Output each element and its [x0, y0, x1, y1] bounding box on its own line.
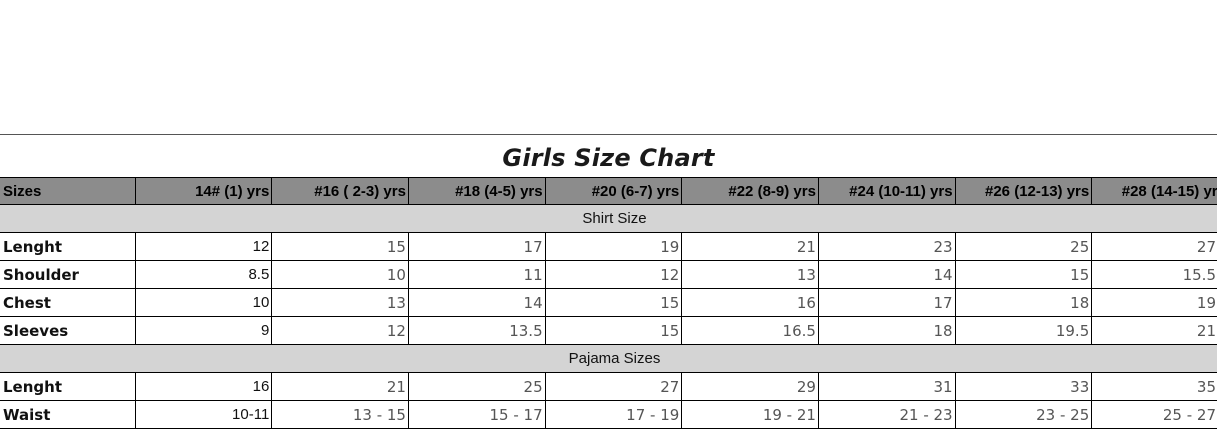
table-cell: 13 — [681, 260, 819, 289]
table-cell: 33 — [954, 372, 1093, 401]
table-cell: 21 — [681, 232, 819, 261]
table-row: Lenght 16 21 25 27 29 31 33 35 — [0, 372, 1217, 401]
table-cell: 19 — [1091, 288, 1217, 317]
section-row: Shirt Size — [0, 204, 1217, 233]
table-cell: 8.5 — [134, 260, 273, 289]
header-size-7: #26 (12-13) yrs — [954, 177, 1093, 205]
table-cell: 19 — [544, 232, 683, 261]
table-cell: 13 — [271, 288, 409, 317]
table-cell: 21 - 23 — [817, 400, 956, 429]
header-size-6: #24 (10-11) yrs — [817, 177, 956, 205]
section-title: Pajama Sizes — [0, 344, 1217, 373]
table-cell: 18 — [954, 288, 1093, 317]
table-row: Sleeves 9 12 13.5 15 16.5 18 19.5 21 — [0, 316, 1217, 345]
header-size-2: #16 ( 2-3) yrs — [271, 177, 409, 205]
table-cell: 17 — [407, 232, 546, 261]
table-cell: 25 - 27 — [1091, 400, 1217, 429]
table-cell: 10 — [271, 260, 409, 289]
header-size-3: #18 (4-5) yrs — [407, 177, 546, 205]
table-cell: 10 — [134, 288, 273, 317]
table-cell: 15 — [954, 260, 1093, 289]
row-label: Sleeves — [0, 316, 136, 345]
size-table: Sizes 14# (1) yrs #16 ( 2-3) yrs #18 (4-5) … — [0, 177, 1217, 429]
table-cell: 21 — [271, 372, 409, 401]
table-cell: 27 — [544, 372, 683, 401]
header-size-5: #22 (8-9) yrs — [681, 177, 819, 205]
table-row: Lenght 12 15 17 19 21 23 25 27 — [0, 232, 1217, 261]
chart-title: Girls Size Chart — [502, 144, 715, 172]
table-cell: 9 — [134, 316, 273, 345]
table-cell: 27 — [1091, 232, 1217, 261]
table-cell: 12 — [134, 232, 273, 261]
table-cell: 18 — [817, 316, 956, 345]
table-cell: 10-11 — [134, 400, 273, 429]
table-row: Shoulder 8.5 10 11 12 13 14 15 15.5 — [0, 260, 1217, 289]
table-cell: 17 - 19 — [544, 400, 683, 429]
table-cell: 15 — [271, 232, 409, 261]
header-size-1: 14# (1) yrs — [134, 177, 273, 205]
table-cell: 12 — [271, 316, 409, 345]
header-size-8: #28 (14-15) yrs — [1091, 177, 1217, 205]
table-cell: 23 — [817, 232, 956, 261]
table-cell: 25 — [954, 232, 1093, 261]
row-label: Lenght — [0, 372, 136, 401]
table-cell: 19.5 — [954, 316, 1093, 345]
row-label: Chest — [0, 288, 136, 317]
table-cell: 12 — [544, 260, 683, 289]
table-cell: 11 — [407, 260, 546, 289]
table-cell: 21 — [1091, 316, 1217, 345]
table-cell: 14 — [817, 260, 956, 289]
table-cell: 15 — [544, 316, 683, 345]
row-label: Lenght — [0, 232, 136, 261]
header-row: Sizes 14# (1) yrs #16 ( 2-3) yrs #18 (4-5) … — [0, 177, 1217, 205]
table-cell: 25 — [407, 372, 546, 401]
table-cell: 16 — [134, 372, 273, 401]
table-cell: 16 — [681, 288, 819, 317]
header-sizes: Sizes — [0, 177, 136, 205]
table-cell: 16.5 — [681, 316, 819, 345]
table-cell: 13 - 15 — [271, 400, 409, 429]
row-label: Waist — [0, 400, 136, 429]
table-cell: 35 — [1091, 372, 1217, 401]
table-cell: 15.5 — [1091, 260, 1217, 289]
table-cell: 14 — [407, 288, 546, 317]
table-cell: 15 - 17 — [407, 400, 546, 429]
table-cell: 23 - 25 — [954, 400, 1093, 429]
table-cell: 13.5 — [407, 316, 546, 345]
section-title: Shirt Size — [0, 204, 1217, 233]
table-cell: 31 — [817, 372, 956, 401]
table-cell: 17 — [817, 288, 956, 317]
table-row: Chest 10 13 14 15 16 17 18 19 — [0, 288, 1217, 317]
size-chart-sheet: Girls Size Chart Sizes 14# (1) yrs #16 ( 2… — [0, 134, 1217, 429]
section-row: Pajama Sizes — [0, 344, 1217, 373]
table-cell: 19 - 21 — [681, 400, 819, 429]
header-size-4: #20 (6-7) yrs — [544, 177, 683, 205]
table-row: Waist 10-11 13 - 15 15 - 17 17 - 19 19 - 21 21… — [0, 400, 1217, 429]
table-cell: 15 — [544, 288, 683, 317]
row-label: Shoulder — [0, 260, 136, 289]
table-cell: 29 — [681, 372, 819, 401]
